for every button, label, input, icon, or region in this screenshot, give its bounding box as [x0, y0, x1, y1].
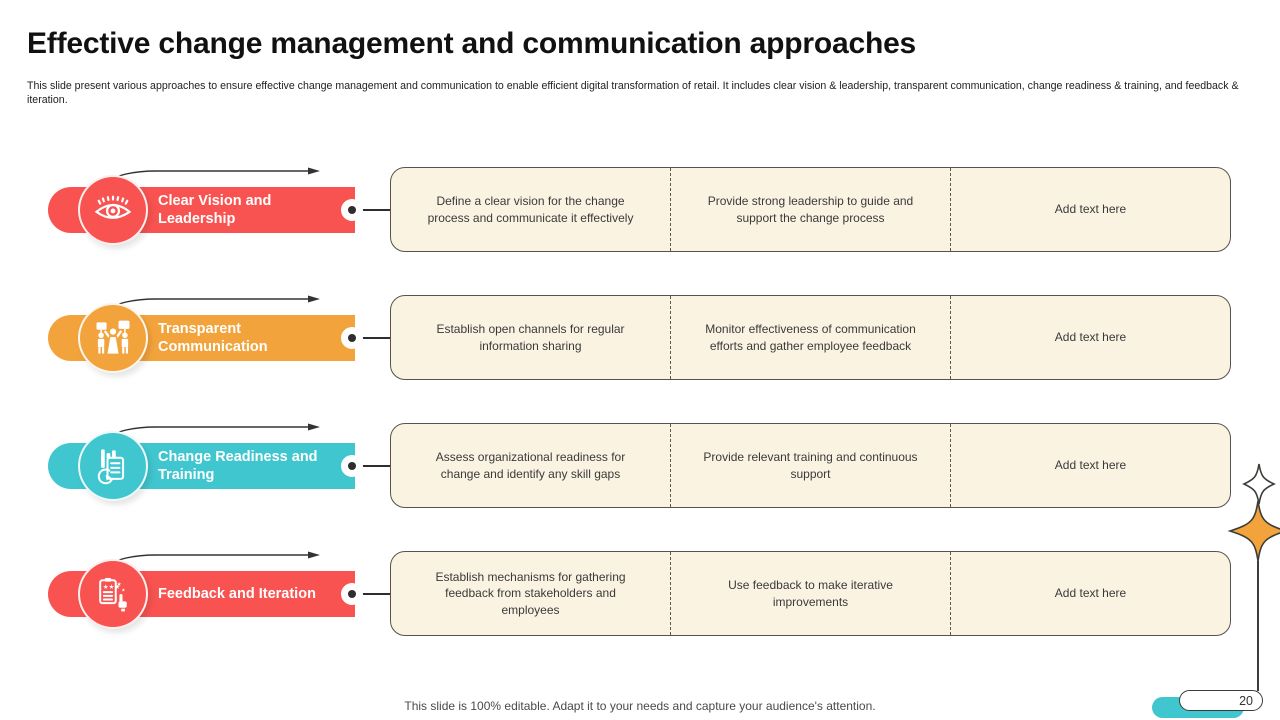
connector-dot: [348, 334, 356, 342]
placeholder-cell[interactable]: Add text here: [950, 552, 1230, 635]
content-cell: Assess organizational readiness for chan…: [435, 450, 626, 481]
connector-line: [352, 337, 391, 339]
content-box: Establish mechanisms for gathering feedb…: [390, 551, 1231, 636]
svg-text:★: ★: [117, 582, 122, 588]
connector-notch: [341, 327, 363, 349]
content-cell: Monitor effectiveness of communication e…: [670, 296, 950, 379]
connector-line: [352, 465, 391, 467]
category-label: Feedback and Iteration: [158, 585, 316, 602]
connector-dot: [348, 590, 356, 598]
connector-line: [352, 209, 391, 211]
page-number: 20: [1239, 693, 1253, 708]
svg-text:★★★: ★★★: [103, 583, 120, 591]
category-label: Change Readiness and Training: [158, 448, 318, 483]
connector-line: [352, 593, 391, 595]
connector-notch: [341, 455, 363, 477]
page-number-connector-line: [1257, 561, 1259, 691]
people-communication-icon: [78, 303, 148, 373]
footer-note: This slide is 100% editable. Adapt it to…: [404, 699, 876, 713]
approach-row-transparent-communication: Transparent Communication: [0, 295, 1280, 381]
flow-arrow-icon: [111, 551, 320, 564]
category-label: Transparent Communication: [158, 320, 268, 355]
connector-dot: [348, 462, 356, 470]
page-title: Effective change management and communic…: [27, 27, 917, 60]
content-box: Define a clear vision for the change pro…: [390, 167, 1231, 252]
content-cell: Use feedback to make iterative improveme…: [670, 552, 950, 635]
page-number-badge: 20: [1179, 690, 1263, 711]
content-cell: Provide relevant training and continuous…: [670, 424, 950, 507]
placeholder-cell[interactable]: Add text here: [950, 168, 1230, 251]
flow-arrow-icon: [111, 295, 320, 308]
approach-row-change-readiness: Change Readiness and Training Assess org…: [0, 423, 1280, 509]
placeholder-cell[interactable]: Add text here: [950, 296, 1230, 379]
content-box: Assess organizational readiness for chan…: [390, 423, 1231, 508]
content-cell: Define a clear vision for the change pro…: [427, 194, 634, 225]
content-box: Establish open channels for regular info…: [390, 295, 1231, 380]
placeholder-cell[interactable]: Add text here: [950, 424, 1230, 507]
content-cell: Provide strong leadership to guide and s…: [670, 168, 950, 251]
svg-text:★: ★: [121, 587, 125, 593]
eye-vision-icon: [78, 175, 148, 245]
feedback-rating-icon: ★★★ ★ ★: [78, 559, 148, 629]
approach-row-feedback-iteration: Feedback and Iteration ★★★ ★ ★ Establish…: [0, 551, 1280, 637]
content-cell: Establish open channels for regular info…: [436, 322, 625, 353]
flow-arrow-icon: [111, 423, 320, 436]
connector-notch: [341, 199, 363, 221]
category-label: Clear Vision and Leadership: [158, 192, 272, 227]
sparkle-star-icon: [1227, 500, 1280, 562]
content-cell: Establish mechanisms for gathering feedb…: [435, 570, 626, 617]
connector-notch: [341, 583, 363, 605]
slide-description: This slide present various approaches to…: [27, 80, 1239, 107]
connector-dot: [348, 206, 356, 214]
flow-arrow-icon: [111, 167, 320, 180]
approach-row-clear-vision: Clear Vision and Leadership Define a cle…: [0, 167, 1280, 253]
checklist-training-icon: [78, 431, 148, 501]
